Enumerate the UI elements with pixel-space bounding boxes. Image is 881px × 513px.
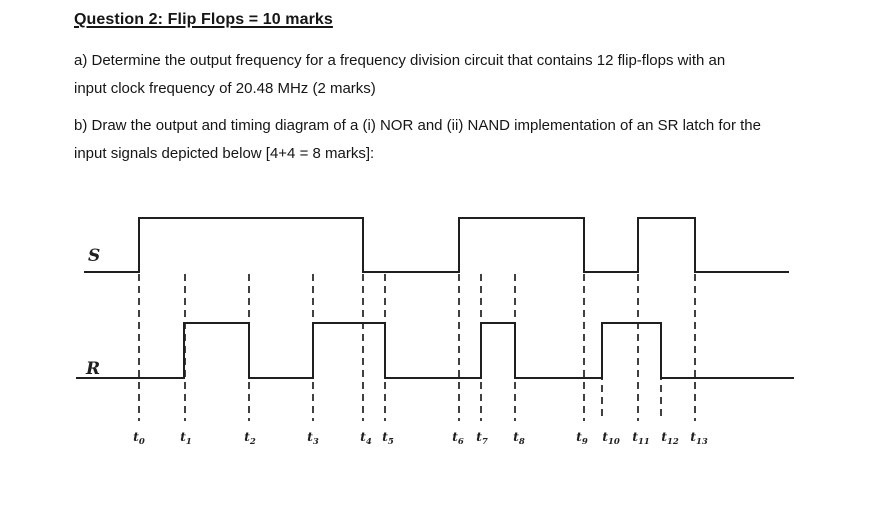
time-label-t7: t7 [476,429,488,447]
time-label-t3: t3 [307,429,319,447]
question-title: Question 2: Flip Flops = 10 marks [74,11,333,28]
time-label-t9: t9 [576,429,588,447]
time-label-t4: t4 [360,429,372,447]
question-a-line2: input clock frequency of 20.48 MHz (2 ma… [74,80,376,97]
question-b-line2: input signals depicted below [4+4 = 8 ma… [74,145,375,162]
signal-S-waveform [84,217,789,273]
time-label-t6: t6 [452,429,464,447]
signal-S-label: S [88,246,100,266]
time-label-t5: t5 [382,429,394,447]
time-label-t1: t1 [180,429,192,447]
time-label-t13: t13 [690,429,708,447]
question-b: b) Draw the output and timing diagram of… [74,112,834,168]
time-label-t2: t2 [244,429,256,447]
signal-R-label: R [85,359,100,379]
question-a: a) Determine the output frequency for a … [74,47,834,103]
time-label-t8: t8 [513,429,525,447]
time-label-t12: t12 [661,429,679,447]
question-a-line1: a) Determine the output frequency for a … [74,52,726,69]
time-label-t0: t0 [133,429,145,447]
time-label-t11: t11 [632,429,650,447]
question-b-line1: b) Draw the output and timing diagram of… [74,117,761,134]
signal-R-waveform [76,322,794,379]
time-label-t10: t10 [602,429,620,447]
